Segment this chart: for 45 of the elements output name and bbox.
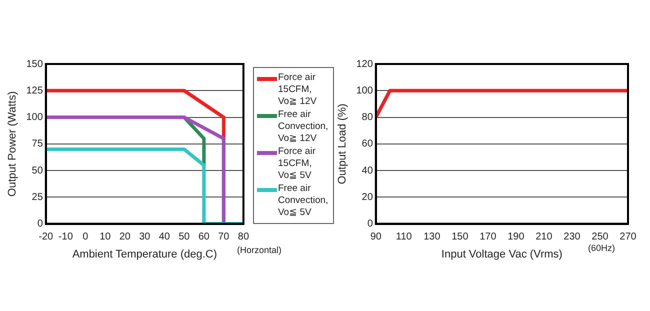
y-tick-label: 125	[26, 85, 44, 96]
y-tick-label: 25	[32, 192, 44, 203]
x-tick-label: 90	[370, 232, 382, 243]
x-tick-label: 10	[100, 232, 112, 243]
x-tick-label: 130	[424, 232, 441, 243]
x-axis-title: Input Voltage Vac (Vrms)	[441, 248, 562, 260]
x-tick-label: 270	[620, 232, 637, 243]
legend-label: Force air 15CFM, Vo≧ 12V	[278, 72, 318, 108]
x-tick-label: -10	[58, 232, 74, 243]
y-axis-title: Output Power (Watts)	[6, 91, 19, 197]
y-tick-label: 150	[26, 58, 44, 70]
x-tick-label: 150	[452, 232, 469, 243]
x-tick-label: 0	[82, 232, 89, 243]
y-tick-label: 75	[32, 138, 44, 150]
x-tick-label: 170	[480, 232, 497, 243]
y-tick-label: 50	[32, 165, 44, 176]
legend-label: Force air 15CFM, Vo≦ 5V	[278, 146, 316, 182]
x-tick-label: 40	[158, 232, 170, 243]
y-tick-label: 100	[26, 112, 44, 124]
x-tick-label: 110	[396, 232, 412, 243]
x-tick-label: -20	[38, 232, 54, 243]
legend-label: Free air Convection, Vo≧ 12V	[278, 109, 330, 145]
y-tick-label: 20	[362, 192, 374, 203]
x-tick-label: 190	[508, 232, 525, 243]
x-tick-label: 80	[238, 232, 250, 243]
y-tick-label: 40	[362, 165, 374, 176]
x-axis-title: Ambient Temperature (deg.C)	[72, 248, 218, 260]
x-tick-label: 50	[178, 232, 190, 243]
text: (Horzontal)	[237, 245, 282, 255]
legend-label: Free air Convection, Vo≦ 5V	[278, 183, 330, 219]
y-tick-label: 0	[367, 218, 374, 230]
x-tick-label: 250	[592, 232, 609, 243]
y-tick-label: 120	[356, 58, 374, 70]
x-tick-label: 20	[119, 232, 131, 243]
y-tick-label: 100	[356, 85, 374, 96]
y-tick-label: 80	[362, 112, 374, 124]
x-tick-label: 230	[564, 232, 581, 243]
x-tick-label: 70	[218, 232, 230, 243]
x-tick-label: 30	[139, 232, 151, 243]
y-axis-title: Output Load (%)	[336, 104, 349, 184]
x-tick-label: 210	[536, 232, 553, 243]
x-tick-label: 60	[198, 232, 210, 243]
y-tick-label: 0	[37, 218, 44, 230]
text: (60Hz)	[588, 243, 616, 253]
y-tick-label: 60	[362, 138, 374, 150]
